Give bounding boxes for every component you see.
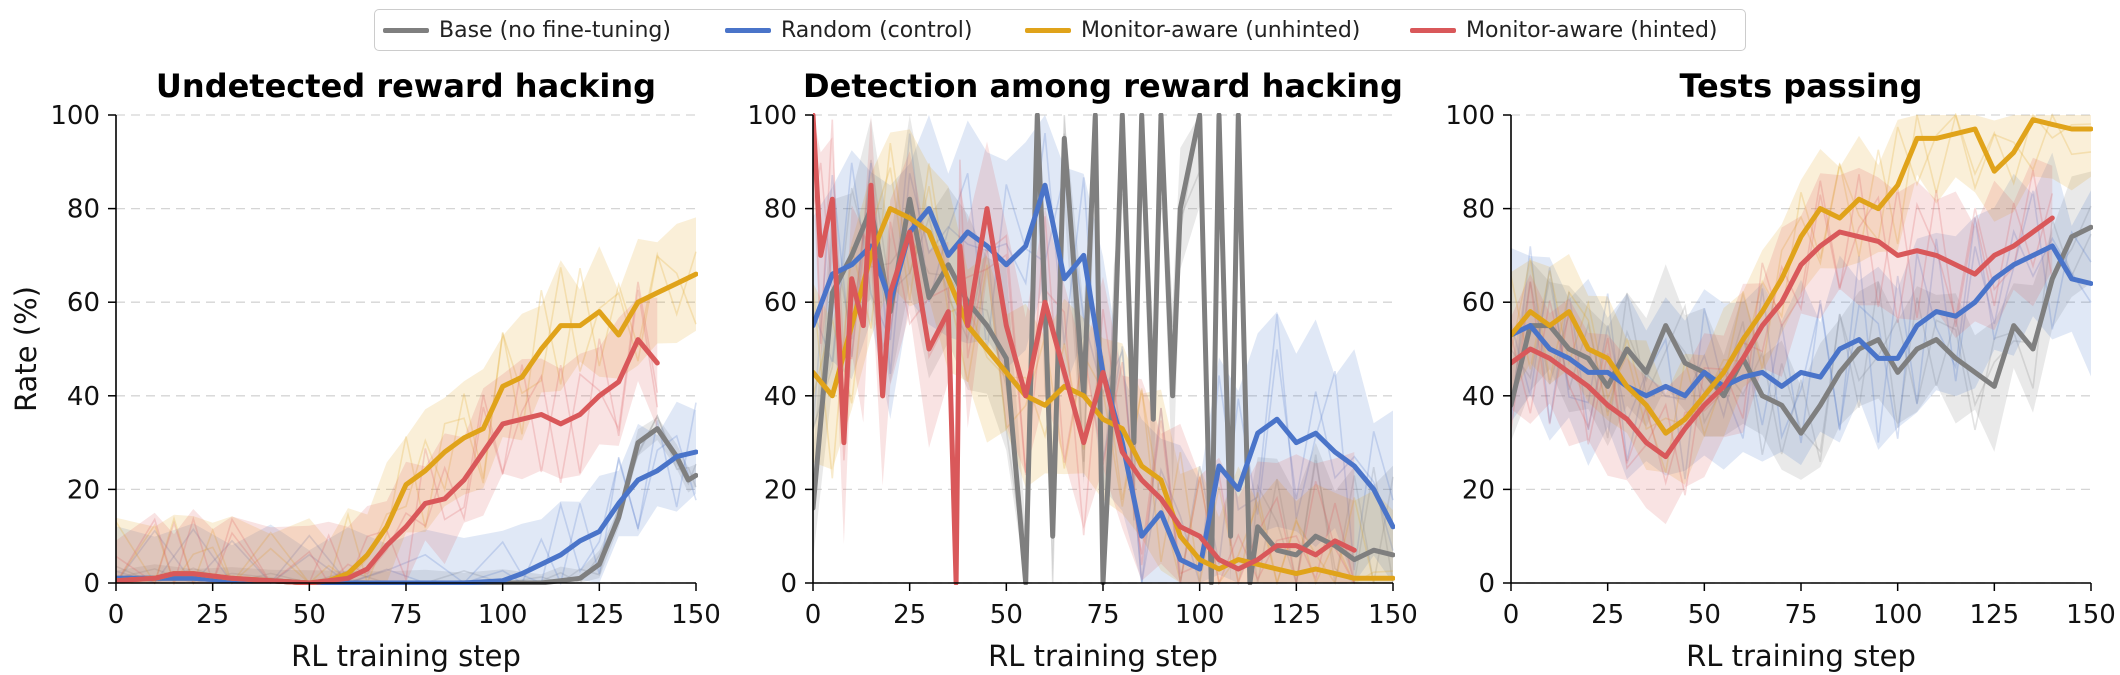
trace-random-control [813,133,1394,584]
y-tick-label: 20 [764,475,797,505]
trace-random-control [1511,228,2092,444]
chart-panel-2: 0 20 40 60 80 100 0 25 50 75 100 125 150 Detection am… [747,67,1417,673]
y-tick-label: 40 [67,382,100,412]
legend-swatch-unhinted [1025,27,1071,33]
x-tick-label: 75 [1086,600,1119,630]
y-tick-label: 60 [764,288,797,318]
series-line-monitor-aware-hinted [813,113,1357,585]
trace-monitor-aware-hinted [1511,174,2054,486]
x-tick-label: 25 [196,600,229,630]
x-tick-label: 100 [478,600,528,630]
x-tick-label: 25 [1591,600,1624,630]
plot-area [813,113,1395,585]
y-tick-label: 60 [1462,288,1495,318]
band-monitor-aware-unhinted [116,217,696,583]
x-tick-label: 75 [389,600,422,630]
y-tick-label: 80 [67,195,100,225]
y-tick-label: 60 [67,288,100,318]
x-axis-label: RL training step [1686,639,1916,673]
x-tick-label: 0 [108,600,125,630]
x-tick-label: 50 [990,600,1023,630]
x-tick-label: 75 [1784,600,1817,630]
x-tick-label: 125 [1970,600,2020,630]
trace-monitor-aware-unhinted [116,254,697,585]
x-tick-label: 50 [1688,600,1721,630]
legend-label-unhinted: Monitor-aware (unhinted) [1081,17,1361,43]
chart-title: Detection among reward hacking [803,67,1403,105]
x-tick-label: 100 [1873,600,1923,630]
y-tick-label: 80 [1462,195,1495,225]
chart-panel-3: 0 20 40 60 80 100 0 25 50 75 100 125 150 Tests passin… [1445,67,2115,673]
band-random-control [116,401,696,583]
x-axis-label: RL training step [988,639,1218,673]
trace-random-control [1511,190,2092,480]
y-tick-label: 80 [764,195,797,225]
legend-label-random: Random (control) [781,17,973,43]
chart-title: Tests passing [1679,67,1922,105]
series-line-base-no-fine-tuning [813,113,1395,585]
y-tick-label: 0 [780,569,797,599]
x-tick-label: 125 [575,600,625,630]
trace-monitor-aware-unhinted [813,142,1394,585]
series-line-monitor-aware-hinted [1511,215,2055,460]
y-tick-label: 0 [1478,569,1495,599]
y-axis-label: Rate (%) [9,286,43,412]
x-tick-label: 25 [893,600,926,630]
x-tick-label: 150 [1368,600,1418,630]
x-tick-label: 150 [2066,600,2116,630]
trace-monitor-aware-unhinted [813,163,1393,585]
trace-base-no-fine-tuning [1511,205,2092,463]
x-tick-label: 0 [1503,600,1520,630]
series-line-monitor-aware-unhinted [1511,117,2093,436]
trace-random-control [116,402,697,585]
series-line-base-no-fine-tuning [1511,224,2093,436]
trace-monitor-aware-hinted [1511,170,2054,496]
legend: Base (no fine-tuning) Random (control) M… [374,9,1746,51]
y-tick-label: 100 [747,101,797,131]
x-tick-label: 125 [1272,600,1322,630]
x-tick-label: 0 [805,600,822,630]
y-tick-label: 20 [67,475,100,505]
chart-title: Undetected reward hacking [156,67,656,105]
band-base-no-fine-tuning [116,417,696,583]
trace-monitor-aware-unhinted [1511,113,2092,431]
band-random-control [1511,152,2091,480]
y-tick-label: 100 [1445,101,1495,131]
series-line-monitor-aware-hinted [116,337,660,585]
x-tick-label: 50 [293,600,326,630]
legend-swatch-random [725,27,771,33]
y-tick-label: 20 [1462,475,1495,505]
y-tick-label: 40 [1462,382,1495,412]
chart-panel-1: 0 20 40 60 80 100 0 25 50 75 100 125 150 Undetected r… [9,67,721,673]
legend-item-hinted: Monitor-aware (hinted) [1410,10,1718,50]
x-tick-label: 100 [1175,600,1225,630]
series-line-random-control [1511,243,2093,399]
legend-item-random: Random (control) [725,10,973,50]
legend-item-base: Base (no fine-tuning) [383,10,671,50]
legend-swatch-base [383,27,429,33]
legend-label-base: Base (no fine-tuning) [439,17,671,43]
x-axis-label: RL training step [291,639,521,673]
y-tick-label: 100 [50,101,100,131]
legend-item-unhinted: Monitor-aware (unhinted) [1025,10,1360,50]
x-tick-label: 150 [671,600,721,630]
plot-area [116,217,698,585]
band-base-no-fine-tuning [1511,171,2091,480]
y-tick-label: 40 [764,382,797,412]
trace-monitor-aware-unhinted [1511,113,2092,473]
legend-label-hinted: Monitor-aware (hinted) [1466,17,1718,43]
legend-swatch-hinted [1410,27,1456,33]
y-tick-label: 0 [83,569,100,599]
series-line-monitor-aware-unhinted [813,206,1395,581]
band-monitor-aware-hinted [116,297,658,583]
plot-area [1511,113,2093,525]
